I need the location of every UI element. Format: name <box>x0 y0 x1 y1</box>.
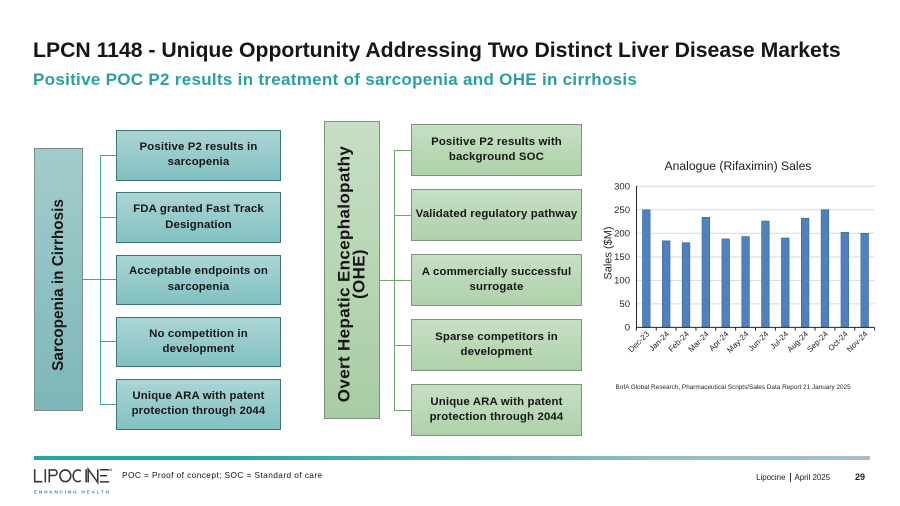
svg-text:ENHANCING HEALTH: ENHANCING HEALTH <box>34 489 111 495</box>
svg-text:100: 100 <box>614 276 630 287</box>
svg-text:Mar-24: Mar-24 <box>687 329 712 354</box>
svg-text:BofA Global Research, Pharmace: BofA Global Research, Pharmaceutical Scr… <box>616 384 852 391</box>
svg-text:Jun-24: Jun-24 <box>747 329 771 353</box>
svg-text:Nov-24: Nov-24 <box>845 329 870 354</box>
svg-text:Sales ($M): Sales ($M) <box>603 226 615 279</box>
svg-text:Sep-24: Sep-24 <box>805 329 830 354</box>
svg-text:Feb-24: Feb-24 <box>667 329 692 354</box>
svg-text:50: 50 <box>619 299 630 310</box>
svg-text:300: 300 <box>614 182 630 193</box>
svg-text:200: 200 <box>614 229 630 240</box>
svg-text:150: 150 <box>614 252 630 263</box>
svg-text:May-24: May-24 <box>725 329 751 355</box>
svg-text:0: 0 <box>625 323 630 334</box>
svg-text:Dec-23: Dec-23 <box>627 329 652 354</box>
svg-text:Analogue (Rifaximin) Sales: Analogue (Rifaximin) Sales <box>665 159 812 173</box>
svg-text:250: 250 <box>614 205 630 216</box>
